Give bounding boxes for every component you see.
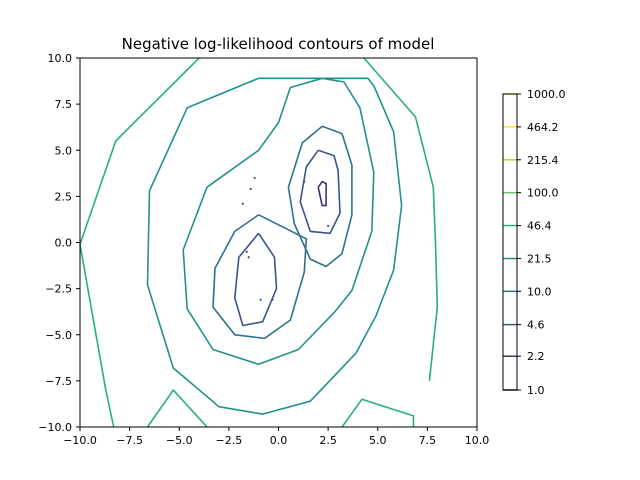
x-tick-label: −2.5 <box>216 434 243 447</box>
colorbar-tick-label: 2.2 <box>527 350 545 363</box>
data-point-0 <box>249 187 252 191</box>
colorbar-tick-label: 100.0 <box>527 187 559 200</box>
colorbar-frame <box>502 93 518 391</box>
x-tick-label: 2.5 <box>319 434 337 447</box>
y-tick-label: −7.5 <box>45 375 72 388</box>
x-tick-label: 0.0 <box>270 434 288 447</box>
plot-area-frame <box>79 57 478 428</box>
contour-line-4.6-0 <box>234 232 278 327</box>
x-axis: −10.0 −7.5 −5.0 −2.5 0.0 2.5 5.0 7.5 10.0 <box>63 427 489 447</box>
contour-line-100-0 <box>79 57 200 428</box>
colorbar: 1.0 2.2 4.6 10.0 21.5 46.4 100.0 215.4 464.2 1000… <box>502 88 566 397</box>
x-tick-label: 10.0 <box>465 434 490 447</box>
colorbar-tick-label: 21.5 <box>527 253 552 266</box>
colorbar-tick-label: 1.0 <box>527 384 545 397</box>
y-tick-label: 7.5 <box>55 98 73 111</box>
data-point-6 <box>271 298 274 301</box>
data-point-2 <box>253 176 256 180</box>
y-axis: −10.0 −7.5 −5.0 −2.5 0.0 2.5 5.0 7.5 10.0 <box>38 52 80 434</box>
x-tick-label: −7.5 <box>116 434 143 447</box>
colorbar-tick-label: 215.4 <box>527 154 559 167</box>
x-tick-label: −10.0 <box>63 434 97 447</box>
y-tick-label: 10.0 <box>48 52 73 65</box>
contour-line-10-0 <box>287 125 353 268</box>
contour-line-2.2-0 <box>317 180 327 207</box>
colorbar-tick-label: 1000.0 <box>527 88 566 101</box>
contour-line-10-1 <box>212 214 308 340</box>
x-tick-label: −5.0 <box>166 434 193 447</box>
chart-title: Negative log-likelihood contours of mode… <box>122 35 435 53</box>
colorbar-tick-label: 46.4 <box>527 220 552 233</box>
colorbar-tick-label: 4.6 <box>527 319 545 332</box>
y-tick-label: 2.5 <box>55 190 73 203</box>
contour-line-100-3 <box>363 57 439 381</box>
y-tick-label: 5.0 <box>55 144 73 157</box>
data-point-8 <box>327 224 330 227</box>
data-point-7 <box>303 180 306 183</box>
data-point-1 <box>241 202 244 205</box>
x-tick-label: 5.0 <box>369 434 387 447</box>
y-tick-label: 0.0 <box>55 237 73 250</box>
data-point-5 <box>259 298 262 301</box>
contour-line-46.4-0 <box>146 77 403 415</box>
data-points <box>241 176 330 301</box>
contour-line-21.5-0 <box>182 77 375 366</box>
y-tick-label: −5.0 <box>45 329 72 342</box>
y-tick-label: −2.5 <box>45 283 72 296</box>
data-point-4 <box>247 256 250 259</box>
colorbar-tick-label: 464.2 <box>527 121 559 134</box>
y-tick-label: −10.0 <box>38 421 72 434</box>
data-point-3 <box>245 250 248 253</box>
colorbar-tick-label: 10.0 <box>527 285 552 298</box>
contour-line-100-2 <box>341 398 415 428</box>
contour-line-4.6-1 <box>299 149 341 235</box>
x-tick-label: 7.5 <box>419 434 437 447</box>
contour-lines <box>79 57 439 428</box>
contour-line-100-1 <box>146 389 208 428</box>
